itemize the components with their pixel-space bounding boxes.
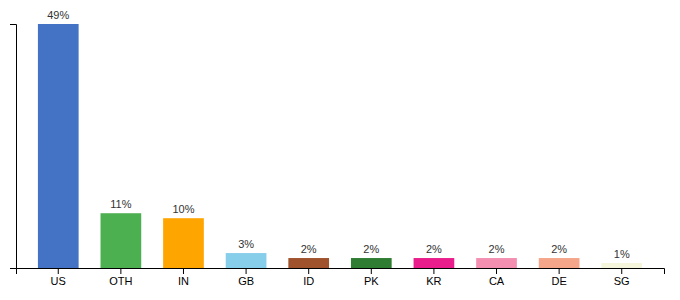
x-tick-label: CA xyxy=(489,275,505,287)
plot-area xyxy=(38,24,642,268)
x-tick: US xyxy=(51,268,66,287)
x-tick: PK xyxy=(364,268,379,287)
bar xyxy=(226,253,267,268)
x-tick-label: KR xyxy=(426,275,441,287)
bar xyxy=(163,218,204,268)
x-tick: CA xyxy=(489,268,505,287)
x-tick: IN xyxy=(178,268,189,287)
data-label: 2% xyxy=(426,243,442,255)
bar xyxy=(414,258,455,268)
x-tick: OTH xyxy=(109,268,132,287)
x-tick-mark xyxy=(120,268,121,274)
x-tick-mark xyxy=(621,268,622,274)
bar xyxy=(476,258,517,268)
x-tick: ID xyxy=(303,268,314,287)
x-tick-mark xyxy=(559,268,560,274)
data-label: 49% xyxy=(47,9,69,21)
bar xyxy=(101,213,142,268)
x-tick-label: OTH xyxy=(109,275,132,287)
x-tick-label: PK xyxy=(364,275,379,287)
x-tick: DE xyxy=(551,268,566,287)
x-tick: SG xyxy=(614,268,630,287)
x-tick-label: ID xyxy=(303,275,314,287)
data-label: 3% xyxy=(238,238,254,250)
data-labels: 49% 11% 10% 3% 2% 2% 2% 2% 2% 1% xyxy=(47,9,630,260)
x-tick-label: GB xyxy=(238,275,254,287)
data-label: 2% xyxy=(363,243,379,255)
x-tick: GB xyxy=(238,268,254,287)
bar xyxy=(288,258,329,268)
x-tick-mark xyxy=(371,268,372,274)
x-axis-line xyxy=(17,269,665,275)
x-tick-mark xyxy=(183,268,184,274)
data-label: 1% xyxy=(614,248,630,260)
bar xyxy=(351,258,392,268)
x-tick-label: SG xyxy=(614,275,630,287)
chart: US OTH IN GB ID PK KR CA DE SG 49% 11% 10% 3% 2% 2% 2% 2%… xyxy=(0,0,680,300)
x-tick-mark xyxy=(433,268,434,274)
data-label: 2% xyxy=(489,243,505,255)
data-label: 2% xyxy=(551,243,567,255)
x-tick-label: DE xyxy=(551,275,566,287)
x-tick-label: US xyxy=(51,275,66,287)
bar xyxy=(601,263,642,268)
x-axis: US OTH IN GB ID PK KR CA DE SG xyxy=(17,268,665,287)
x-tick-mark xyxy=(496,268,497,274)
y-axis xyxy=(10,25,17,269)
bar xyxy=(38,24,79,268)
data-label: 11% xyxy=(110,198,131,210)
x-tick-mark xyxy=(246,268,247,274)
data-label: 2% xyxy=(301,243,317,255)
data-label: 10% xyxy=(172,203,194,215)
x-tick-mark xyxy=(58,268,59,274)
x-tick-mark xyxy=(308,268,309,274)
bar xyxy=(539,258,580,268)
x-tick-label: IN xyxy=(178,275,189,287)
y-axis-line xyxy=(10,25,17,269)
x-tick: KR xyxy=(426,268,441,287)
